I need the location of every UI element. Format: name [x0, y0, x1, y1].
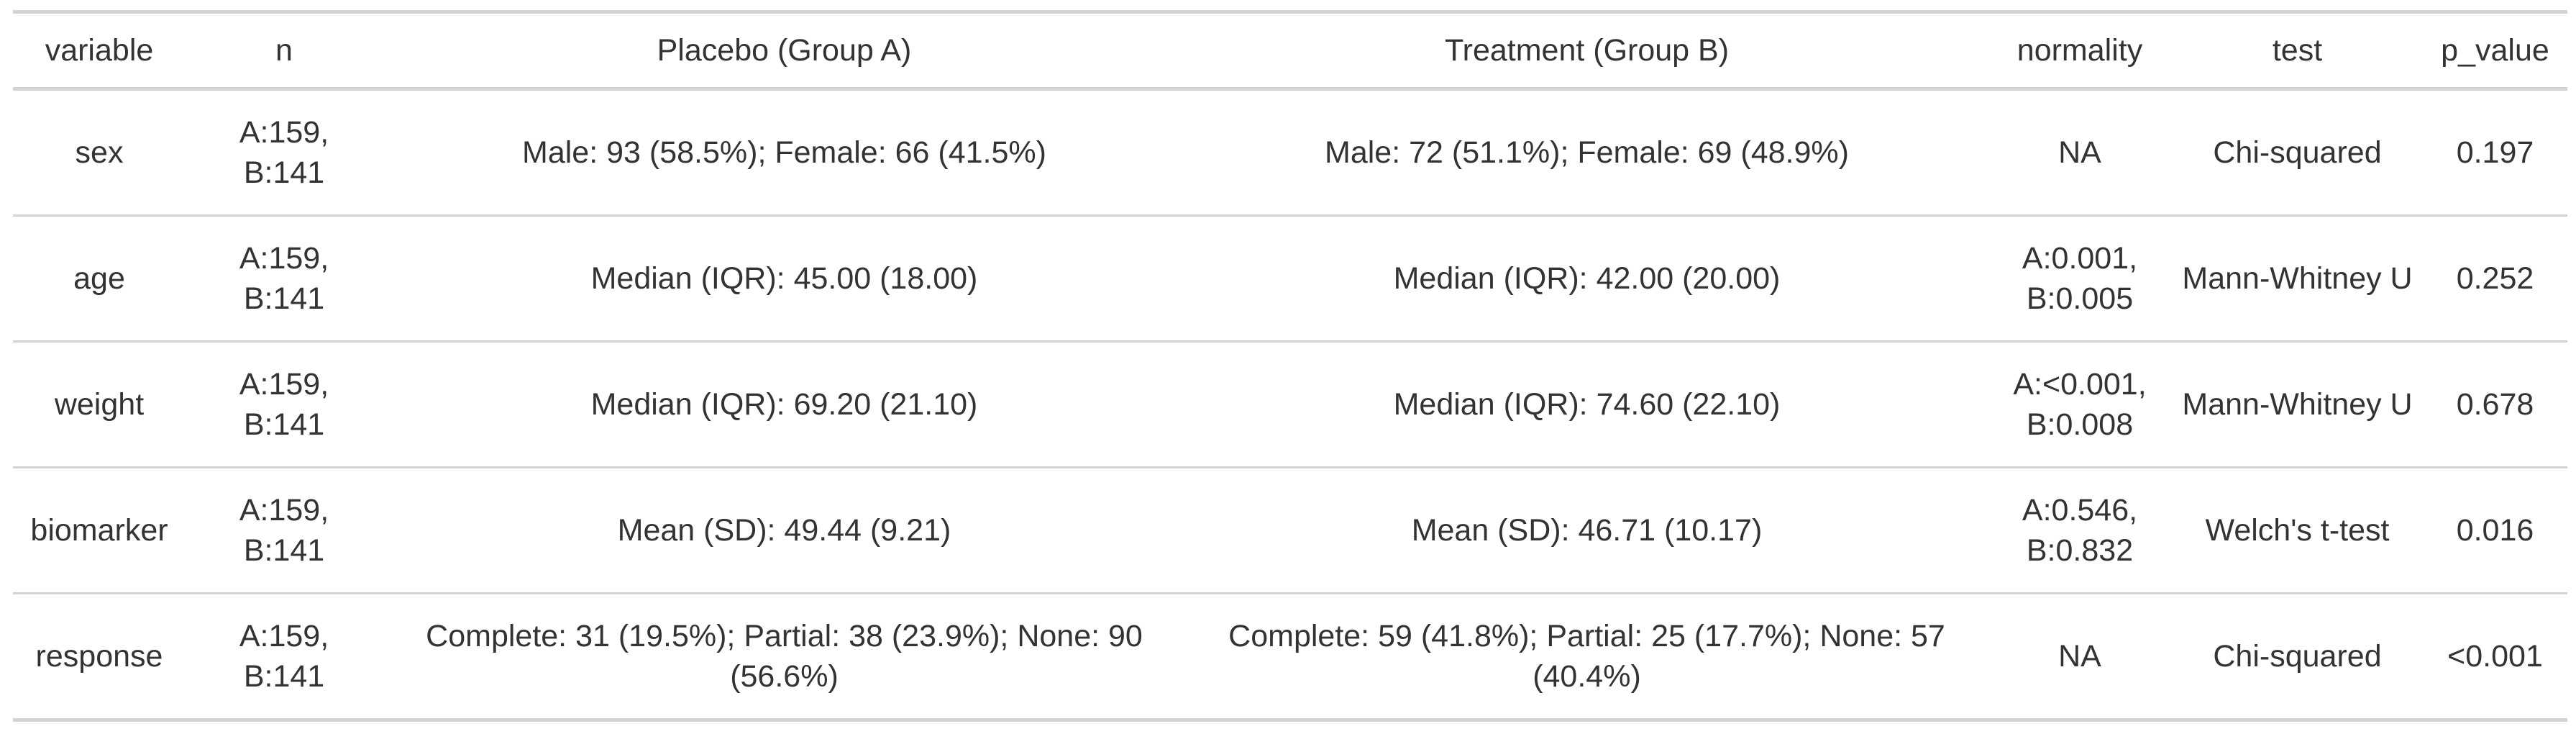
table-cell: Mean (SD): 46.71 (10.17) [1186, 467, 1988, 594]
table-cell: Complete: 31 (19.5%); Partial: 38 (23.9%… [383, 593, 1186, 722]
table-cell: weight [13, 341, 186, 468]
table-cell: Mann-Whitney U [2172, 341, 2423, 468]
table-cell: Median (IQR): 45.00 (18.00) [383, 215, 1186, 343]
table-cell: Male: 72 (51.1%); Female: 69 (48.9%) [1186, 89, 1988, 217]
table-body: sex A:159, B:141 Male: 93 (58.5%); Female:… [13, 89, 2567, 722]
table-cell: A:159, B:141 [186, 215, 383, 343]
table-row: sex A:159, B:141 Male: 93 (58.5%); Female:… [13, 89, 2567, 217]
column-header: p_value [2423, 10, 2567, 91]
table-header: variable n Placebo (Group A) Treatment (Gro… [13, 10, 2567, 91]
table-cell: Chi-squared [2172, 89, 2423, 217]
table-cell: Welch's t-test [2172, 467, 2423, 594]
table-cell: response [13, 593, 186, 722]
table-row: weight A:159, B:141 Median (IQR): 69.20 (2… [13, 341, 2567, 468]
table-cell: Complete: 59 (41.8%); Partial: 25 (17.7%… [1186, 593, 1988, 722]
column-header: Treatment (Group B) [1186, 10, 1988, 91]
table-cell: biomarker [13, 467, 186, 594]
table-cell: A:159, B:141 [186, 341, 383, 468]
summary-table: variable n Placebo (Group A) Treatment (Gro… [13, 10, 2567, 722]
column-header: n [186, 10, 383, 91]
table-cell: A:159, B:141 [186, 89, 383, 217]
column-header: variable [13, 10, 186, 91]
column-header: Placebo (Group A) [383, 10, 1186, 91]
table-cell: 0.678 [2423, 341, 2567, 468]
table-cell: Median (IQR): 69.20 (21.10) [383, 341, 1186, 468]
table-cell: NA [1988, 89, 2172, 217]
table-cell: 0.197 [2423, 89, 2567, 217]
header-row: variable n Placebo (Group A) Treatment (Gro… [13, 10, 2567, 91]
column-header: test [2172, 10, 2423, 91]
table-row: response A:159, B:141 Complete: 31 (19.5%)… [13, 593, 2567, 722]
table-cell: Male: 93 (58.5%); Female: 66 (41.5%) [383, 89, 1186, 217]
table-cell: A:159, B:141 [186, 467, 383, 594]
table-cell: A:<0.001, B:0.008 [1988, 341, 2172, 468]
table-cell: A:0.546, B:0.832 [1988, 467, 2172, 594]
table-cell: 0.016 [2423, 467, 2567, 594]
table-cell: A:159, B:141 [186, 593, 383, 722]
table-cell: <0.001 [2423, 593, 2567, 722]
table-cell: Mean (SD): 49.44 (9.21) [383, 467, 1186, 594]
table-cell: age [13, 215, 186, 343]
table-cell: 0.252 [2423, 215, 2567, 343]
table-cell: NA [1988, 593, 2172, 722]
table-cell: Median (IQR): 74.60 (22.10) [1186, 341, 1988, 468]
table-cell: Median (IQR): 42.00 (20.00) [1186, 215, 1988, 343]
table-row: age A:159, B:141 Median (IQR): 45.00 (18.0… [13, 215, 2567, 343]
column-header: normality [1988, 10, 2172, 91]
table-cell: Chi-squared [2172, 593, 2423, 722]
table-cell: Mann-Whitney U [2172, 215, 2423, 343]
table-row: biomarker A:159, B:141 Mean (SD): 49.44 (9… [13, 467, 2567, 594]
table-cell: sex [13, 89, 186, 217]
table-cell: A:0.001, B:0.005 [1988, 215, 2172, 343]
